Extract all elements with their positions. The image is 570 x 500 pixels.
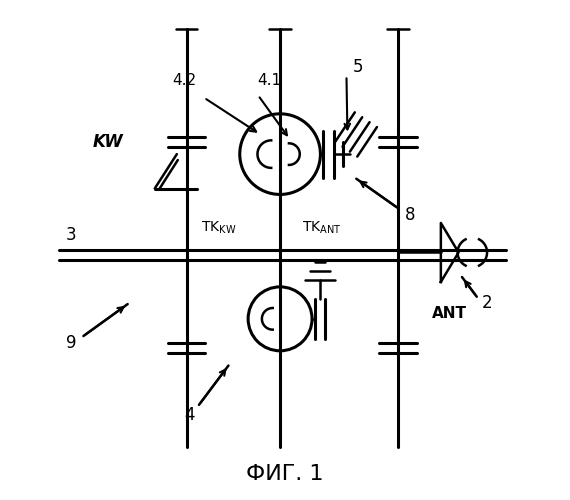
Text: 4.2: 4.2: [172, 73, 196, 88]
Text: KW: KW: [93, 133, 123, 151]
Text: TK$_{\mathregular{KW}}$: TK$_{\mathregular{KW}}$: [201, 220, 237, 236]
Text: 5: 5: [352, 58, 363, 76]
Text: 9: 9: [66, 334, 76, 352]
Text: 4: 4: [184, 406, 194, 423]
Text: TK$_{\mathregular{ANT}}$: TK$_{\mathregular{ANT}}$: [302, 220, 341, 236]
Text: 3: 3: [66, 226, 76, 244]
Text: ANT: ANT: [432, 306, 467, 322]
Text: ФИГ. 1: ФИГ. 1: [246, 464, 324, 483]
Text: 8: 8: [405, 206, 416, 224]
Text: 2: 2: [481, 294, 492, 312]
Text: 4.1: 4.1: [257, 73, 282, 88]
